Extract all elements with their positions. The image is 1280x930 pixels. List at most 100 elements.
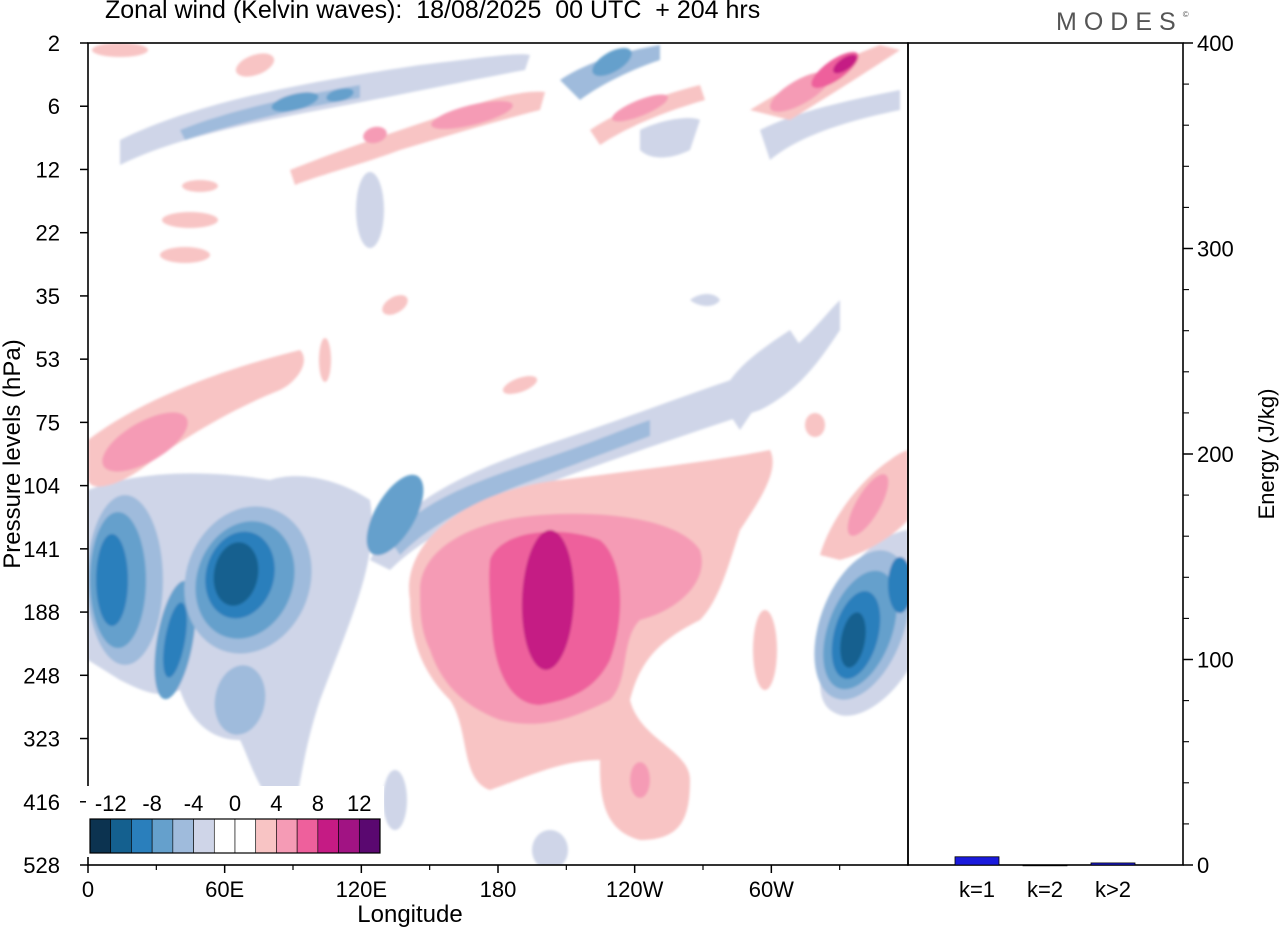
energy-category-label: k>2	[1095, 877, 1131, 902]
colorbar-swatch	[193, 818, 215, 854]
energy-tick-label: 100	[1197, 648, 1234, 673]
colorbar-swatch	[110, 818, 132, 854]
contour-patch	[521, 530, 575, 670]
contour-patch	[612, 94, 668, 122]
contour-patch	[888, 557, 908, 613]
colorbar-swatch	[172, 818, 194, 854]
contour-patch	[502, 375, 538, 395]
y-tick-label: 22	[36, 221, 60, 246]
colorbar-frame	[89, 818, 381, 854]
contour-patch	[356, 172, 384, 248]
contour-patch	[847, 474, 889, 536]
x-tick-label: 120E	[336, 877, 387, 902]
y-tick-label: 104	[23, 474, 60, 499]
colorbar-swatch	[317, 818, 339, 854]
contour-patch	[182, 180, 218, 192]
y-tick-label: 528	[23, 853, 60, 878]
colorbar-swatch	[296, 818, 319, 854]
contour-patch	[833, 54, 857, 74]
energy-bar-k=2	[1022, 864, 1068, 867]
energy-category-label: k=1	[959, 877, 995, 902]
y-tick-label: 6	[48, 94, 60, 119]
colorbar: -12 -8 -4 0 4 8 12	[86, 786, 384, 857]
contour-patch	[120, 54, 530, 165]
contour-patch	[382, 295, 408, 315]
contour-patch	[690, 294, 720, 306]
colorbar-swatch	[255, 818, 277, 854]
contour-patch	[390, 420, 650, 555]
contour-patch	[92, 43, 148, 57]
colorbar-swatch	[338, 818, 360, 854]
contour-patch	[162, 212, 218, 228]
x-tick-label: 0	[82, 877, 94, 902]
energy-category-label: k=2	[1027, 877, 1063, 902]
contour-patch	[805, 413, 825, 437]
colorbar-swatch	[151, 818, 174, 854]
contour-patch	[163, 602, 187, 678]
energy-tick-label: 300	[1197, 237, 1234, 262]
colorbar-label: 4	[270, 791, 282, 816]
colorbar-swatch	[358, 818, 381, 854]
energy-tick-label: 0	[1197, 853, 1209, 878]
chart-title: Zonal wind (Kelvin waves): 18/08/2025 00…	[105, 0, 761, 24]
y-tick-label: 416	[23, 790, 60, 815]
contour-patch	[363, 126, 387, 144]
x-tick-label: 180	[480, 877, 517, 902]
energy-frame	[907, 42, 1184, 866]
energy-bar-k=1	[954, 856, 1000, 866]
y-tick-label: 53	[36, 347, 60, 372]
energy-bar-k>2	[1090, 862, 1136, 866]
y-tick-label: 323	[23, 727, 60, 752]
contour-patch	[640, 118, 700, 158]
contour-patch	[213, 542, 259, 606]
contour-patch	[160, 247, 210, 263]
y-tick-label: 75	[36, 410, 60, 435]
contour-patch	[760, 90, 900, 160]
contour-patch	[326, 88, 354, 102]
contour-patch	[271, 92, 319, 112]
colorbar-label: -8	[142, 791, 162, 816]
colorbar-label: 0	[229, 791, 241, 816]
contour-patch	[630, 762, 650, 798]
contour-patch	[720, 330, 800, 430]
colorbar-label: 8	[312, 791, 324, 816]
contour-patch	[235, 53, 275, 77]
colorbar-label: -4	[184, 791, 204, 816]
contour-patch	[592, 48, 632, 76]
y-tick-label: 2	[48, 31, 60, 56]
colorbar-swatch	[234, 818, 257, 854]
colorbar-swatch	[276, 818, 298, 854]
contour-patch	[383, 770, 407, 830]
contour-patch	[532, 830, 568, 865]
colorbar-label: 12	[347, 791, 371, 816]
logo-mark: ©	[1182, 10, 1189, 19]
colorbar-swatch	[89, 818, 112, 854]
y-tick-label: 12	[36, 157, 60, 182]
y-tick-label: 248	[23, 663, 60, 688]
contour-patch	[590, 85, 705, 145]
contour-patch	[319, 338, 331, 382]
energy-tick-label: 400	[1197, 31, 1234, 56]
y-axis-label: Pressure levels (hPa)	[0, 339, 26, 568]
y-tick-label: 35	[36, 284, 60, 309]
contour-patch	[431, 100, 513, 130]
colorbar-swatch	[213, 818, 236, 854]
y-tick-label: 188	[23, 600, 60, 625]
contour-patch	[96, 534, 128, 626]
contour-patch	[840, 612, 866, 668]
colorbar-swatch	[131, 818, 153, 854]
logo-text: MODES	[1056, 8, 1183, 36]
x-tick-label: 60W	[749, 877, 794, 902]
energy-tick-label: 200	[1197, 442, 1234, 467]
modes-logo: MODES©	[1056, 8, 1189, 37]
contour-patch	[102, 412, 188, 472]
contour-patch	[366, 474, 424, 556]
contour-patch	[214, 665, 266, 735]
wind-contour-field	[88, 43, 908, 865]
energy-bar-chart: 0 100 200 300 400 k=1 k=2 k>2 Energy (J/kg)	[907, 31, 1279, 902]
x-tick-label: 60E	[205, 877, 244, 902]
y-tick-label: 141	[23, 537, 60, 562]
colorbar-label: -12	[95, 791, 127, 816]
